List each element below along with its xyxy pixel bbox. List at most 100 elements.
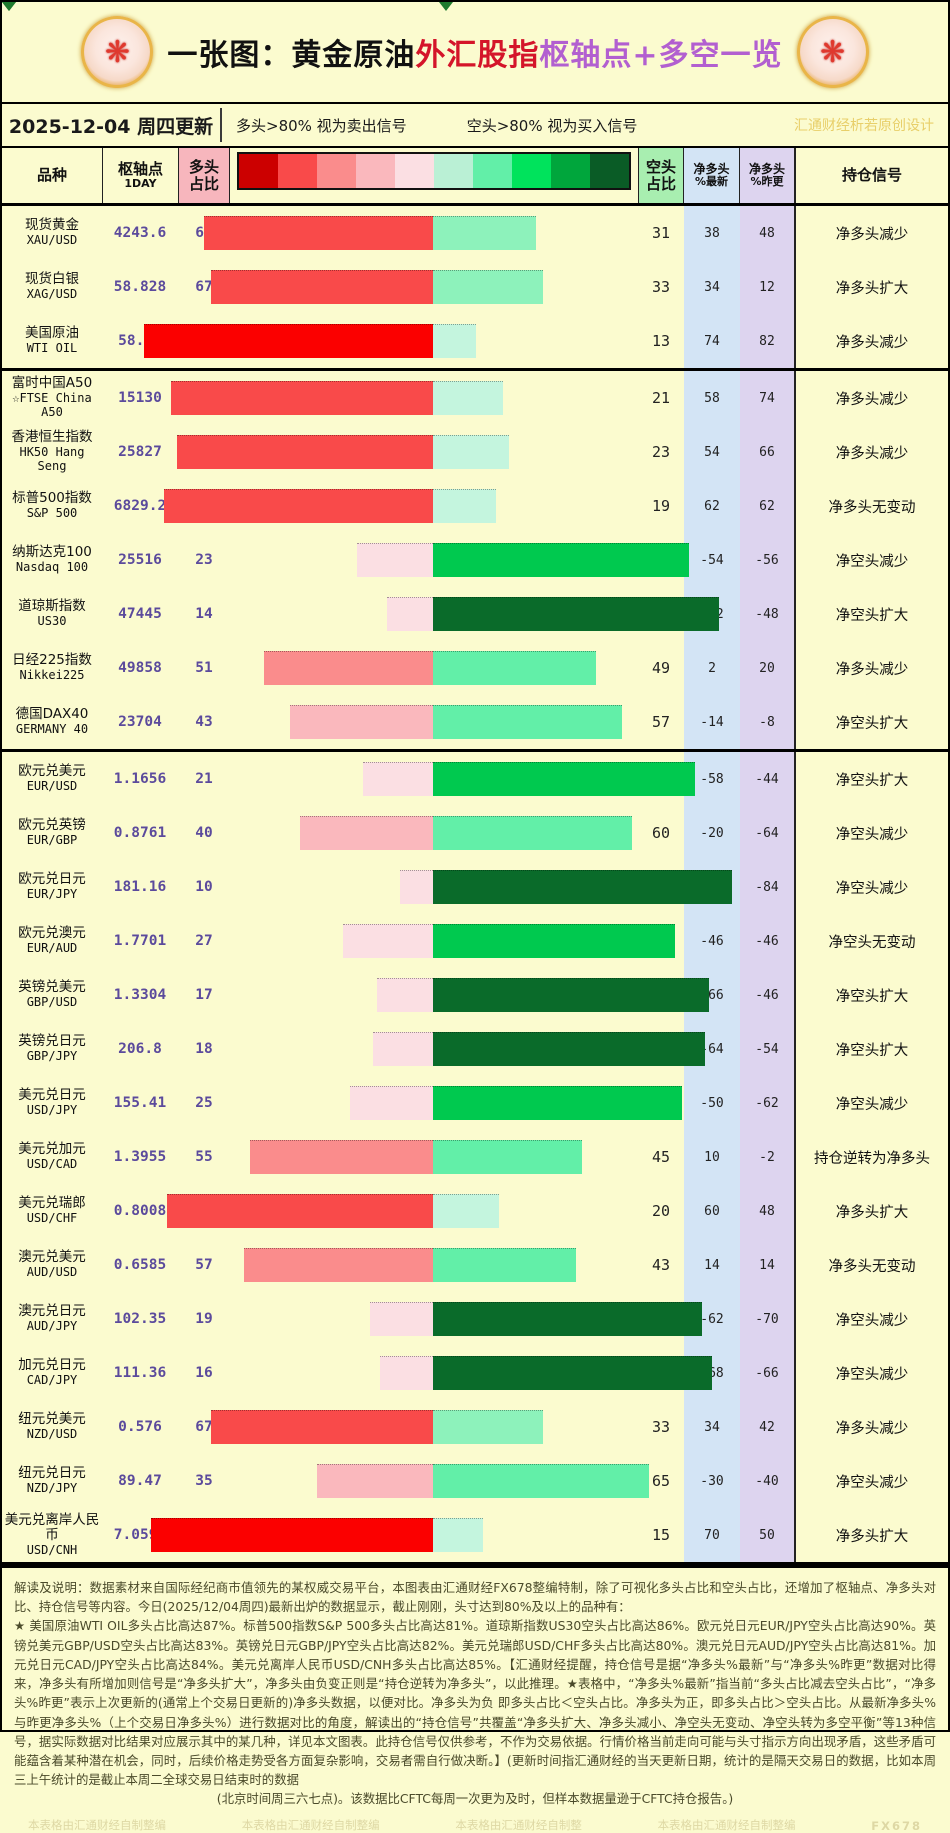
row-variety-en: HK50 Hang Seng <box>19 444 85 473</box>
row-variety-en: NZD/JPY <box>26 1480 78 1495</box>
row-net-old: -70 <box>740 1292 796 1346</box>
row-variety-cn: 美元兑离岸人民币 <box>4 1511 100 1544</box>
table-row[interactable]: 德国DAX40 GERMANY 40 23704 43 57 -14 -8 净空头扩大 <box>2 695 948 749</box>
row-long-pct: 43 <box>195 714 213 730</box>
row-pivot: 49858 <box>118 660 162 676</box>
bar-short <box>433 1518 483 1552</box>
row-long-pct: 21 <box>195 771 213 787</box>
table-row[interactable]: 美元兑加元 USD/CAD 1.3955 55 45 10 -2 持仓逆转为净多头 <box>2 1130 948 1184</box>
row-signal: 净多头扩大 <box>835 1528 909 1545</box>
row-variety-en: S&P 500 <box>26 505 78 520</box>
table-row[interactable]: 富时中国A50☆FTSE China A501513079215874净多头减少 <box>2 371 948 425</box>
row-net-old: -56 <box>740 533 796 587</box>
bar-short <box>433 924 676 958</box>
row-bar-chart <box>230 587 719 641</box>
row-pivot: 181.16 <box>113 879 167 895</box>
row-long-pct: 10 <box>195 879 213 895</box>
row-variety: 现货白银 XAG/USD <box>2 260 102 314</box>
legend-swatch-4 <box>395 154 434 188</box>
row-variety: 英镑兑日元 GBP/JPY <box>2 1022 102 1076</box>
row-signal: 净多头减少 <box>835 334 909 351</box>
legend-swatch-9 <box>590 154 629 188</box>
row-net-old: 48 <box>740 1184 796 1238</box>
header-signal: 持仓信号 <box>796 148 948 203</box>
row-pivot: 1.1656 <box>113 771 167 787</box>
row-variety-cn: 富时中国A50 <box>11 375 93 392</box>
row-signal: 净空头扩大 <box>835 715 909 732</box>
bar-wrapper <box>230 651 638 685</box>
row-signal: 净多头扩大 <box>835 280 909 297</box>
bar-short <box>433 651 596 685</box>
table-row[interactable]: 现货白银 XAG/USD 58.828 67 33 34 12 净多头扩大 <box>2 260 948 314</box>
row-short-pct: 43 <box>651 1256 671 1274</box>
row-bar-chart <box>230 695 638 749</box>
bar-short <box>433 870 732 904</box>
table-row[interactable]: 日经225指数 Nikkei225 49858 51 49 2 20 净多头减少 <box>2 641 948 695</box>
row-net-old: -62 <box>740 1076 796 1130</box>
row-variety-cn: 澳元兑美元 <box>18 1249 86 1266</box>
header-short-label: 空头 <box>645 157 676 176</box>
row-variety-cn: 欧元兑英镑 <box>18 817 86 834</box>
bar-wrapper <box>230 1302 702 1336</box>
row-variety: 纽元兑日元 NZD/JPY <box>2 1454 102 1508</box>
row-short-pct: 57 <box>651 713 671 731</box>
bar-wrapper <box>170 381 638 415</box>
row-bar-chart <box>170 371 638 425</box>
row-variety-cn: 纳斯达克100 <box>12 544 92 561</box>
bar-long <box>150 1518 433 1552</box>
row-variety-en: USD/JPY <box>26 1102 78 1117</box>
legend-swatch-0 <box>239 154 278 188</box>
title-part3: 枢轴点+多空一览 <box>539 38 783 73</box>
row-short-pct: 13 <box>651 332 671 350</box>
row-short-pct: 33 <box>651 1418 671 1436</box>
row-variety-cn: 纽元兑美元 <box>18 1411 86 1428</box>
row-pivot: 23704 <box>118 714 162 730</box>
row-net-old: -48 <box>740 587 796 641</box>
row-pivot: 206.8 <box>118 1041 162 1057</box>
bar-wrapper <box>230 1032 706 1066</box>
row-variety-en: AUD/JPY <box>26 1318 78 1333</box>
row-variety-en: ☆FTSE China A50 <box>12 390 92 419</box>
row-variety: 标普500指数 S&P 500 <box>2 479 102 533</box>
row-variety: 澳元兑日元 AUD/JPY <box>2 1292 102 1346</box>
header-long-pct: 多头 占比 <box>2 2 230 203</box>
row-signal: 净空头扩大 <box>835 607 909 624</box>
bar-wrapper <box>144 324 638 358</box>
row-pivot: 4243.6 <box>113 225 167 241</box>
bar-wrapper <box>230 816 638 850</box>
table-row[interactable]: 纽元兑美元 NZD/USD 0.576 67 33 34 42 净多头减少 <box>2 1400 948 1454</box>
row-variety: 纳斯达克100 Nasdaq 100 <box>2 533 102 587</box>
row-net-old: 12 <box>740 260 796 314</box>
row-net-old: 74 <box>740 371 796 425</box>
row-bar-chart <box>230 806 638 860</box>
table-row[interactable]: 纽元兑日元 NZD/JPY 89.47 35 65 -30 -40 净空头减少 <box>2 1454 948 1508</box>
legend-swatch-6 <box>473 154 512 188</box>
row-signal: 净空头减少 <box>835 1474 909 1491</box>
row-net-new: -50 <box>684 1076 740 1130</box>
row-variety-cn: 香港恒生指数 <box>11 429 93 446</box>
table-row[interactable]: 澳元兑美元 AUD/USD 0.6585 57 43 14 14 净多头无变动 <box>2 1238 948 1292</box>
row-variety-en: EUR/JPY <box>26 886 78 901</box>
row-net-old: 62 <box>740 479 796 533</box>
row-variety-en: EUR/USD <box>26 778 78 793</box>
marker-triangle-icon <box>2 2 16 11</box>
row-net-old: 66 <box>740 425 796 479</box>
table-row[interactable]: 欧元兑英镑 EUR/GBP 0.8761 40 60 -20 -64 净空头减少 <box>2 806 948 860</box>
bar-wrapper <box>230 1464 649 1498</box>
